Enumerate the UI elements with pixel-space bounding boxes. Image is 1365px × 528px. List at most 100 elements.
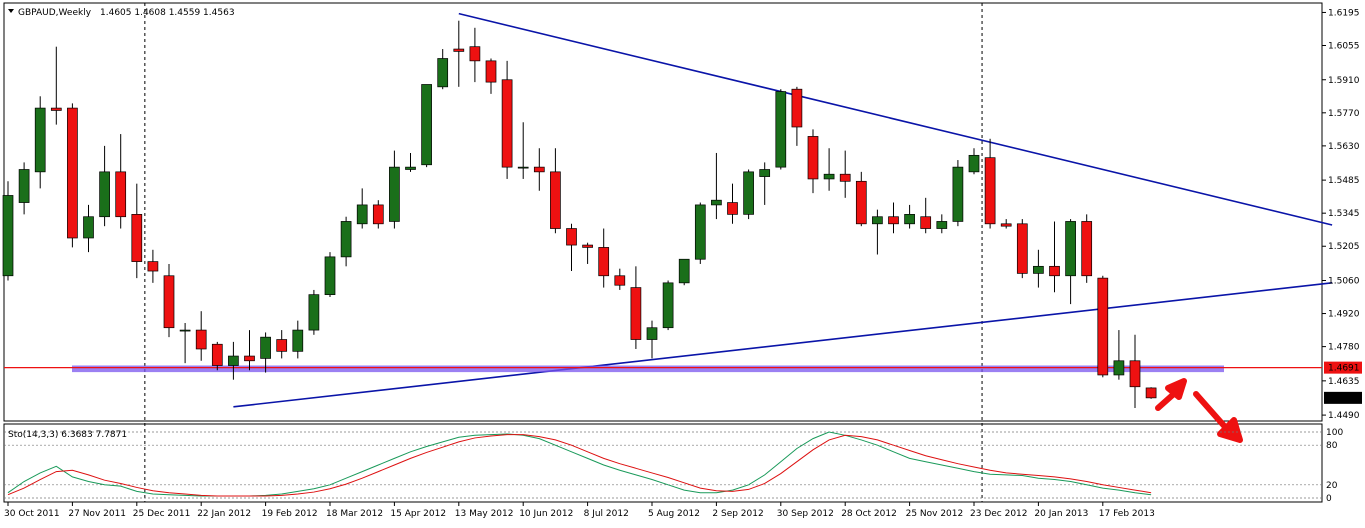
bull-candle-body <box>324 256 336 296</box>
bear-candle-body <box>566 228 577 246</box>
price-tick-label: 1.5770 <box>1328 109 1360 119</box>
bull-candle-body <box>260 336 271 359</box>
bull-candle-body <box>179 329 191 332</box>
bear-candle-body <box>920 216 932 229</box>
bull-candle-body <box>18 169 30 203</box>
level-price-tag-label: 1.4691 <box>1328 364 1360 374</box>
time-tick-label: 2 Sep 2012 <box>712 509 763 519</box>
candle <box>260 332 271 373</box>
candle <box>968 148 980 175</box>
bear-candle-body <box>372 204 384 225</box>
bear-candle-body <box>211 343 223 366</box>
candle <box>50 46 62 125</box>
stochastic-label: Sto(14,3,3) 6.3683 7.7871 <box>8 430 127 440</box>
candle <box>727 183 738 224</box>
bull-candle-body <box>678 258 690 284</box>
bear-candle-body <box>1081 221 1093 277</box>
bull-candle-body <box>1113 360 1125 376</box>
price-tick-label: 1.5910 <box>1328 76 1360 86</box>
bear-candle-body <box>533 166 545 173</box>
candle <box>517 122 529 179</box>
candle <box>711 152 722 220</box>
candle <box>759 162 771 205</box>
menu-triangle-icon[interactable] <box>8 9 14 13</box>
time-tick-label: 18 Mar 2012 <box>326 509 383 519</box>
time-tick-label: 25 Nov 2012 <box>906 509 964 519</box>
bear-candle-body <box>276 339 288 352</box>
candle <box>324 252 336 298</box>
bull-candle-body <box>872 216 883 225</box>
bear-candle-body <box>727 202 738 215</box>
bull-candle-body <box>389 166 400 222</box>
ohlc-values: 1.4605 1.4608 1.4559 1.4563 <box>100 8 235 18</box>
indicator-pane-frame <box>3 423 1323 503</box>
bear-candle-body <box>244 355 255 362</box>
candle <box>147 249 159 283</box>
up-arrow-icon <box>1155 378 1187 411</box>
bull-candle-body <box>743 171 754 215</box>
candle <box>469 27 481 83</box>
bear-candle-body <box>582 244 593 248</box>
candle <box>83 204 94 253</box>
time-tick-label: 27 Nov 2011 <box>68 509 126 519</box>
bear-candle-body <box>195 329 207 350</box>
candle <box>340 216 352 267</box>
candle <box>1016 219 1028 279</box>
bull-candle-body <box>34 107 46 173</box>
bull-candle-body <box>340 221 352 258</box>
candle <box>405 152 416 172</box>
bear-candle-body <box>791 88 803 128</box>
candle <box>888 202 899 234</box>
candle <box>163 263 175 338</box>
time-tick-label: 19 Feb 2012 <box>262 509 318 519</box>
candle <box>501 60 513 179</box>
bull-candle-body <box>936 221 948 229</box>
chart-header: GBPAUD,Weekly 1.4605 1.4608 1.4559 1.456… <box>8 8 235 18</box>
candle <box>228 341 239 380</box>
bull-candle-body <box>421 84 432 166</box>
annotation-layer <box>4 12 1333 443</box>
candle <box>34 96 46 189</box>
price-tick-label: 1.5630 <box>1328 142 1360 152</box>
bear-candle-body <box>163 275 175 329</box>
candle <box>582 242 593 264</box>
bear-candle-body <box>501 79 513 168</box>
candle <box>372 200 384 229</box>
bear-candle-body <box>984 157 996 225</box>
candle <box>67 103 78 248</box>
candle <box>1049 221 1060 293</box>
bear-candle-body <box>115 171 127 218</box>
stochastic-signal-line <box>7 434 1152 497</box>
stochastic-series <box>4 431 1322 499</box>
bear-candle-body <box>50 107 62 111</box>
bear-candle-body <box>1097 277 1109 376</box>
bull-candle-body <box>759 169 771 177</box>
candlestick-series <box>2 20 1157 409</box>
bull-candle-body <box>823 173 835 180</box>
bull-candle-body <box>99 171 110 218</box>
stochastic-level-label: 80 <box>1326 441 1338 451</box>
bear-candle-body <box>147 261 159 272</box>
bear-candle-body <box>131 214 143 262</box>
time-tick-label: 15 Apr 2012 <box>390 509 446 519</box>
bull-candle-body <box>646 327 658 340</box>
bull-candle-body <box>228 355 239 366</box>
candle <box>1129 334 1141 409</box>
candle <box>485 58 497 94</box>
bear-candle-body <box>485 60 497 83</box>
bear-candle-body <box>630 287 642 340</box>
candle <box>421 84 432 168</box>
bull-candle-body <box>517 166 529 169</box>
bear-candle-body <box>614 275 626 286</box>
last-price-tag-label: 1.4563 <box>1328 394 1360 404</box>
bull-candle-body <box>662 282 674 329</box>
bull-candle-body <box>356 204 368 225</box>
price-tick-label: 1.5205 <box>1328 242 1360 252</box>
bear-candle-body <box>1016 223 1028 274</box>
candle <box>662 280 674 331</box>
candle <box>952 160 964 227</box>
bear-candle-body <box>1049 265 1060 277</box>
time-tick-label: 20 Jan 2013 <box>1034 509 1088 519</box>
